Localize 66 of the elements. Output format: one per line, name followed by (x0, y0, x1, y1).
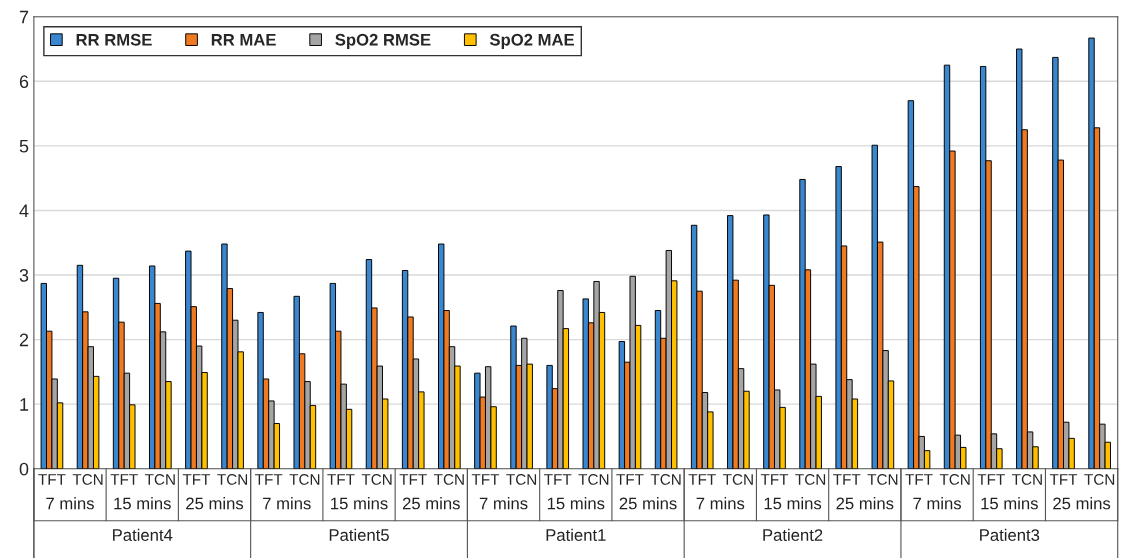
x-tick-label: TFT (110, 474, 138, 485)
x-tick-label: TFT (833, 474, 861, 485)
x-tick-label: TCN (578, 473, 609, 485)
bar (618, 341, 626, 469)
x-tick-label: TFT (399, 474, 427, 485)
y-tick-label: 0 (19, 462, 29, 476)
text: 15 mins (764, 497, 822, 510)
y-tick-label: 5 (19, 140, 29, 153)
text: 25 mins (619, 497, 677, 510)
x-tick-label: TCN (144, 473, 175, 485)
text: Patient4 (113, 528, 173, 541)
y-tick-label: 4 (19, 204, 29, 217)
x-tick-label: TFT (255, 474, 283, 485)
x-tick-label: TFT (977, 474, 1005, 485)
x-tick-label: TCN (1084, 473, 1115, 485)
x-tick-label: TCN (939, 473, 970, 485)
x-tick-label: TFT (471, 474, 500, 485)
x-tick-label: TFT (38, 474, 66, 485)
text: 25 mins (836, 497, 894, 510)
text: Patient5 (329, 528, 389, 541)
bar (582, 298, 589, 469)
x-tick-label: TFT (544, 474, 572, 485)
text: Patient2 (763, 528, 823, 541)
bar (546, 364, 553, 469)
legend-label: RR RMSE (76, 33, 152, 46)
x-tick-label: TCN (289, 473, 320, 485)
legend-label: SpO2 RMSE (335, 33, 431, 49)
text: 7 mins (46, 497, 94, 510)
text: Patient1 (546, 528, 606, 541)
x-tick-label: TFT (182, 474, 211, 485)
x-tick-label: TFT (616, 474, 644, 485)
x-tick-label: TCN (867, 473, 898, 485)
text: 7 mins (479, 497, 528, 510)
x-tick-label: TCN (433, 473, 464, 485)
x-tick-label: TFT (327, 474, 355, 485)
x-tick-label: TFT (760, 474, 789, 485)
text: 25 mins (186, 497, 244, 510)
text: 25 mins (1053, 497, 1111, 510)
y-tick-label: 2 (19, 333, 29, 347)
legend-label: SpO2 MAE (489, 33, 574, 49)
x-tick-label: TCN (217, 473, 248, 485)
x-tick-label: TCN (795, 473, 826, 485)
x-tick-label: TFT (905, 474, 933, 485)
text: 25 mins (402, 497, 460, 510)
x-tick-label: TCN (72, 473, 103, 485)
y-tick-label: 3 (19, 268, 29, 282)
y-tick-label: 7 (19, 10, 29, 24)
y-tick-label: 1 (20, 398, 29, 411)
x-tick-label: TCN (723, 473, 753, 485)
x-tick-label: TCN (650, 473, 681, 485)
x-tick-label: TCN (506, 473, 537, 485)
text: 7 mins (913, 497, 962, 510)
x-tick-label: TCN (361, 473, 392, 485)
text: Patient3 (980, 528, 1040, 541)
x-tick-label: TFT (688, 474, 716, 485)
x-tick-label: TCN (1012, 473, 1042, 485)
legend-label: RR MAE (211, 34, 276, 46)
text: 15 mins (114, 497, 171, 510)
text: 15 mins (981, 497, 1038, 510)
text: 7 mins (263, 497, 311, 510)
x-tick-label: TFT (1049, 474, 1078, 485)
y-tick-label: 6 (19, 75, 29, 89)
text: 15 mins (547, 497, 605, 510)
text: 15 mins (331, 497, 388, 510)
text: 7 mins (696, 497, 745, 510)
bar (510, 325, 517, 469)
